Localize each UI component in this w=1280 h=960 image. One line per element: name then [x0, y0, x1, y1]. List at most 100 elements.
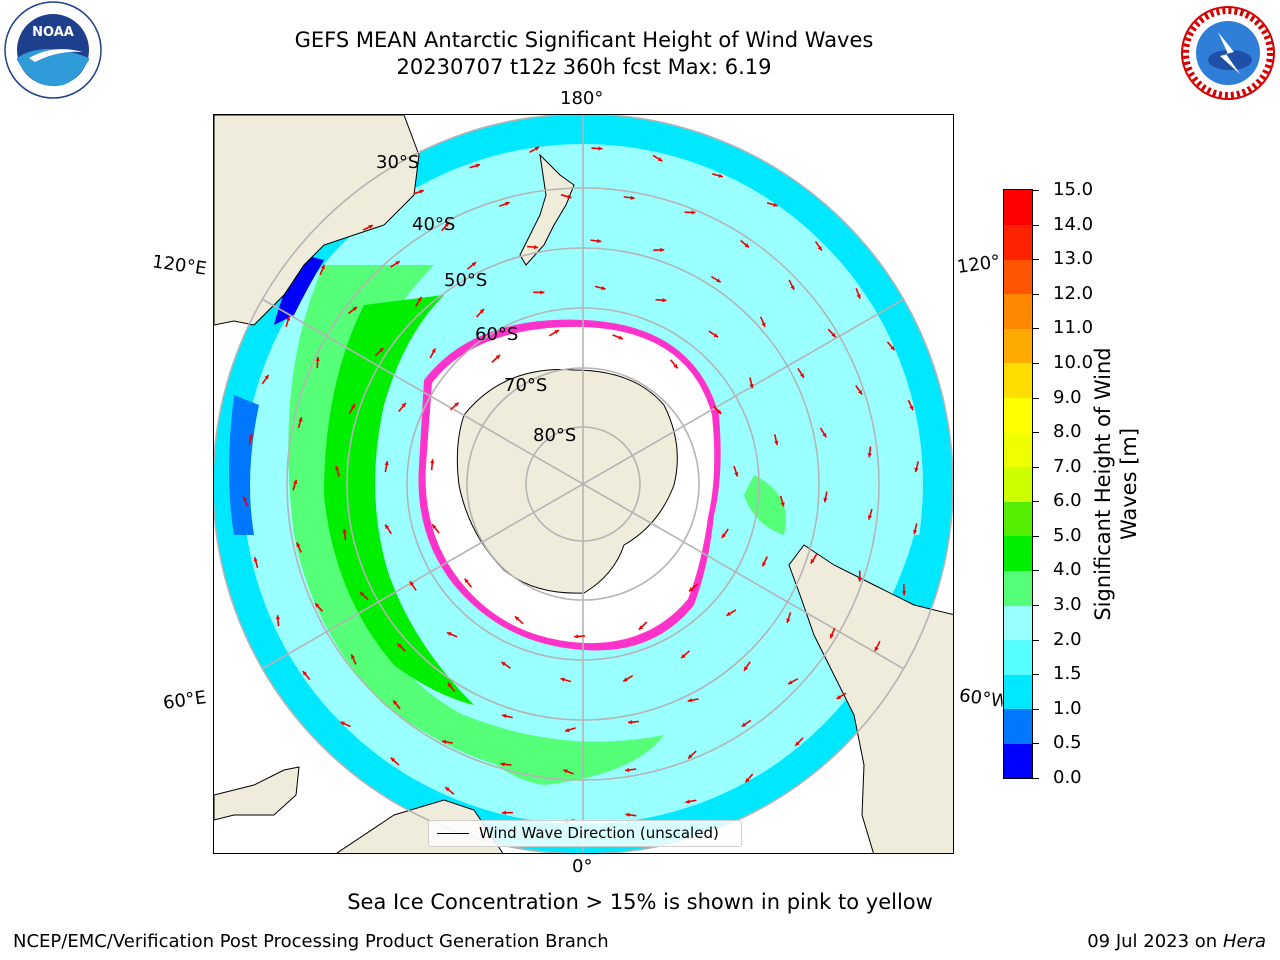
colorbar-tick-label: 0.5 — [1053, 732, 1082, 754]
wind-arrow-head — [914, 467, 919, 473]
wind-arrow-head — [286, 316, 291, 321]
wind-arrow-head — [430, 459, 435, 464]
wind-arrow-head — [445, 787, 450, 792]
colorbar-tick — [1033, 432, 1039, 434]
wind-arrow-head — [786, 618, 791, 623]
wind-arrow-head — [264, 374, 269, 380]
lat-label-40s: 40°S — [412, 214, 456, 235]
wind-arrow-head — [352, 306, 358, 311]
wind-arrow-head — [734, 472, 739, 477]
wind-arrow-head — [716, 278, 721, 283]
colorbar-tick — [1033, 605, 1039, 607]
wind-arrow-head — [393, 700, 398, 705]
wind-arrow-head — [790, 285, 795, 290]
wind-arrow-head — [302, 671, 308, 676]
wind-arrow-head — [774, 440, 779, 446]
wind-arrow-head — [713, 333, 719, 338]
wind-arrow-head — [717, 409, 722, 414]
lat-label-80s: 80°S — [533, 425, 577, 446]
wind-arrow-head — [471, 262, 477, 267]
colorbar-tick-label: 9.0 — [1053, 386, 1082, 408]
land-masses — [214, 115, 953, 853]
footer-credit: NCEP/EMC/Verification Post Processing Pr… — [13, 931, 609, 952]
wind-arrow-head — [795, 741, 800, 746]
wind-arrow-head — [867, 453, 872, 458]
colorbar-label-line2: Waves [m] — [1117, 427, 1141, 541]
map-panel: 30°S 40°S 50°S 60°S 70°S 80°S Wind Wave … — [213, 114, 954, 854]
wind-arrow-head — [597, 238, 602, 244]
colorbar-segment — [1004, 605, 1032, 641]
wind-arrow-head — [359, 592, 365, 597]
wind-arrow-head — [505, 201, 510, 206]
wind-arrow-head — [351, 654, 356, 659]
wind-arrow-head — [501, 661, 506, 666]
legend-label: Wind Wave Direction (unscaled) — [479, 824, 719, 842]
colorbar-tick — [1033, 570, 1039, 572]
wind-arrow-head — [315, 356, 320, 362]
wind-arrow-head — [385, 524, 390, 530]
colorbar-tick-label: 6.0 — [1053, 490, 1082, 512]
wind-arrow-head — [628, 719, 633, 725]
colorbar-tick-label: 4.0 — [1053, 559, 1082, 581]
sea-ice-note: Sea Ice Concentration > 15% is shown in … — [347, 890, 933, 914]
colorbar-tick-label: 0.0 — [1053, 767, 1082, 788]
wind-arrow-head — [444, 222, 450, 227]
colorbar-tick-label: 10.0 — [1053, 351, 1094, 373]
colorbar-segment — [1004, 708, 1032, 744]
wind-arrow-head — [630, 195, 635, 200]
wind-arrow-head — [447, 682, 452, 688]
wind-arrow-head — [625, 812, 630, 817]
colorbar-tick — [1033, 674, 1039, 676]
wind-arrow-head — [567, 194, 572, 199]
wind-arrow-head — [726, 611, 731, 616]
wind-arrow-head — [601, 286, 606, 291]
wind-arrow-head — [296, 542, 301, 547]
wind-arrow-head — [761, 322, 766, 327]
wind-arrow-head — [368, 225, 373, 229]
wind-arrow-head — [660, 247, 665, 253]
wind-arrow-head — [688, 754, 693, 759]
colorbar-tick — [1033, 259, 1039, 261]
wind-arrow-head — [534, 146, 540, 151]
colorbar-segment — [1004, 639, 1032, 675]
colorbar-segment — [1004, 535, 1032, 571]
wind-arrow-head — [384, 461, 389, 466]
wind-arrow-head — [823, 497, 828, 503]
wind-arrow-head — [432, 524, 437, 529]
wind-arrow-head — [533, 244, 538, 250]
colorbar-label: Significant Height of Wind Waves [m] — [1090, 347, 1142, 620]
wind-arrow-head — [909, 405, 914, 411]
colorbar-tick — [1033, 293, 1039, 295]
wind-arrow-head — [565, 727, 570, 733]
wind-arrow-head — [836, 695, 842, 699]
wind-arrow-head — [691, 210, 696, 215]
lon-label-120w: 120°W — [955, 251, 1003, 278]
wind-arrow-head — [745, 777, 750, 783]
colorbar-tick — [1033, 190, 1039, 191]
wind-arrow-head — [315, 603, 320, 608]
wind-arrow-head — [342, 529, 347, 534]
wind-arrow-head — [623, 677, 628, 682]
wind-arrow-head — [681, 653, 686, 659]
wind-arrow-head — [554, 330, 559, 334]
wind-arrow-head — [662, 298, 667, 303]
wind-arrow-head — [657, 157, 663, 162]
colorbar-segment — [1004, 224, 1032, 260]
wind-arrow-head — [638, 625, 644, 630]
wind-arrow-head — [741, 722, 747, 727]
colorbar-segment — [1004, 362, 1032, 399]
wind-arrow-head — [335, 465, 340, 471]
lat-label-50s: 50°S — [444, 270, 488, 291]
wind-arrow-head — [340, 721, 345, 726]
colorbar-tick — [1033, 362, 1039, 364]
wind-arrow-head — [780, 502, 785, 507]
colorbar-tick-label: 13.0 — [1053, 248, 1094, 270]
wind-arrow-head — [913, 529, 918, 535]
colorbar-tick — [1033, 397, 1039, 399]
wind-arrow-head — [242, 496, 247, 501]
wind-arrow-head — [618, 335, 623, 340]
lon-label-60w: 60°W — [957, 685, 1005, 712]
lon-label-0: 0° — [572, 856, 593, 877]
lat-label-60s: 60°S — [475, 324, 519, 345]
wind-arrow-head — [598, 146, 603, 151]
